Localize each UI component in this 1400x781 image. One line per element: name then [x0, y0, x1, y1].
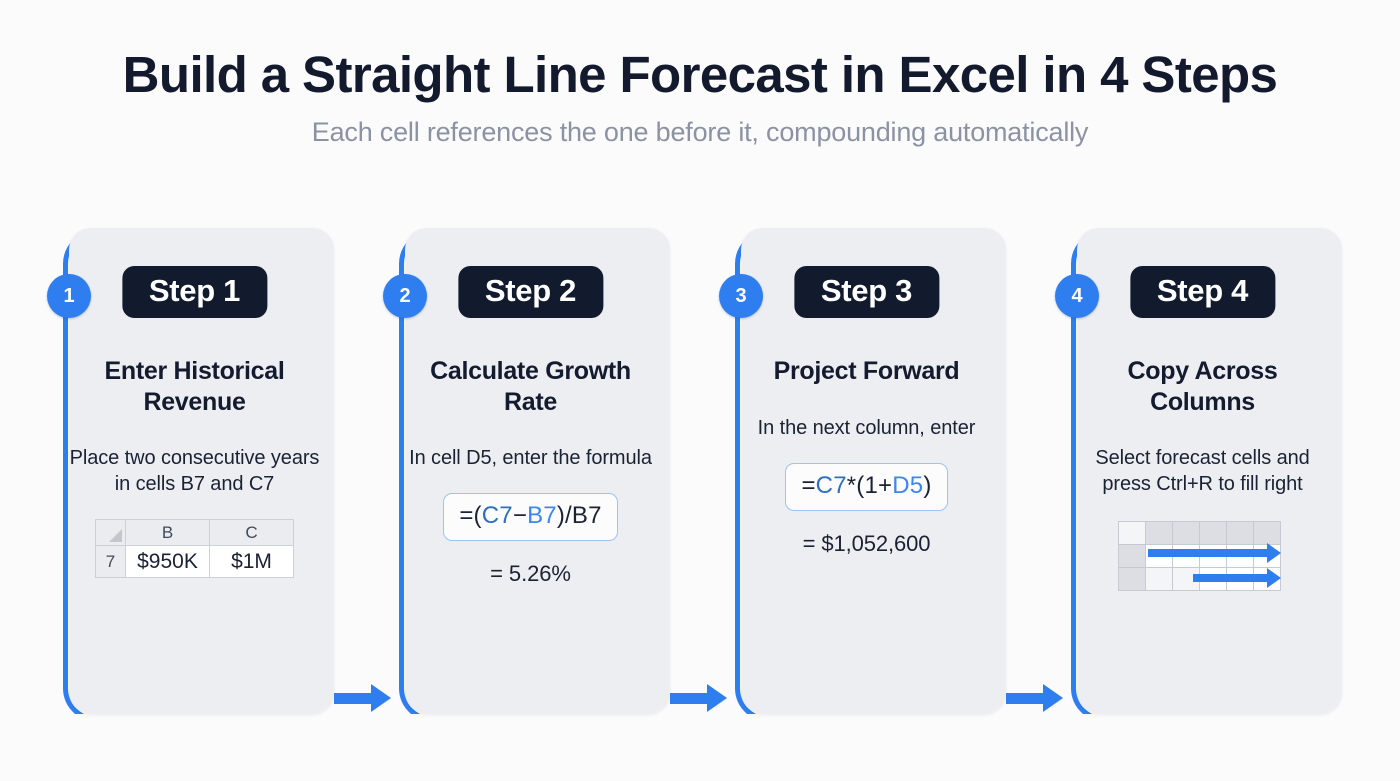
formula-prefix: =	[801, 471, 816, 499]
table-row	[1117, 521, 1281, 545]
step-description-2: In cell D5, enter the formula	[409, 447, 652, 469]
step-description-1: Place two consecutive years in cells B7 …	[69, 447, 320, 495]
step-card-2[interactable]: 2 Step 2 Calculate Growth Rate In cell D…	[383, 228, 670, 714]
page-header: Build a Straight Line Forecast in Excel …	[0, 0, 1400, 148]
spreadsheet-col-header-c: C	[209, 519, 294, 546]
step-content-3: Project Forward In the next column, ente…	[727, 356, 1006, 557]
formula-suffix: )	[923, 471, 932, 499]
step-content-4: Copy Across Columns Select forecast cell…	[1063, 356, 1342, 593]
spreadsheet-corner-icon	[95, 519, 126, 546]
formula-ref-b7: B7	[527, 502, 557, 529]
formula-ref-c7: C7	[815, 471, 847, 499]
connector-arrow-icon-2	[670, 684, 727, 712]
step-number-badge-4: 4	[1055, 274, 1099, 318]
step-heading-2: Calculate Growth Rate	[430, 357, 631, 416]
formula-operator: *(1+	[846, 471, 893, 499]
step-number-badge-3: 3	[719, 274, 763, 318]
step-card-1[interactable]: 1 Step 1 Enter Historical Revenue Place …	[47, 228, 334, 714]
fill-right-grid-icon	[1117, 521, 1288, 593]
spreadsheet-cell-c7: $1M	[209, 545, 294, 578]
step-heading-4: Copy Across Columns	[1127, 357, 1278, 416]
step-pill-3: Step 3	[793, 266, 940, 318]
connector-arrow-icon-1	[334, 684, 391, 712]
formula-chip-2: =(C7−B7)/B7	[443, 493, 618, 541]
spreadsheet-row-header: 7	[95, 545, 126, 578]
mini-spreadsheet: B C 7 $950K $1M	[95, 519, 294, 578]
step-number-badge-1: 1	[47, 274, 91, 318]
steps-container: 1 Step 1 Enter Historical Revenue Place …	[0, 228, 1400, 714]
spreadsheet-col-header-b: B	[125, 519, 210, 546]
step-card-4[interactable]: 4 Step 4 Copy Across Columns Select fore…	[1055, 228, 1342, 714]
fill-right-arrow-icon-1	[1147, 543, 1281, 563]
formula-operator: −	[512, 502, 528, 529]
page-subtitle: Each cell references the one before it, …	[311, 117, 1089, 148]
step-card-3[interactable]: 3 Step 3 Project Forward In the next col…	[719, 228, 1006, 714]
step-heading-1: Enter Historical Revenue	[104, 357, 285, 416]
step-description-3: In the next column, enter	[757, 416, 976, 439]
step-content-1: Enter Historical Revenue Place two conse…	[55, 356, 334, 578]
step-content-2: Calculate Growth Rate In cell D5, enter …	[391, 356, 670, 587]
connector-arrow-icon-3	[1006, 684, 1063, 712]
page-title: Build a Straight Line Forecast in Excel …	[122, 46, 1278, 103]
table-row: 7 $950K $1M	[95, 545, 294, 578]
formula-result-3: = $1,052,600	[802, 530, 931, 556]
formula-ref-c7: C7	[481, 502, 513, 529]
fill-right-arrow-icon-2	[1192, 568, 1281, 588]
formula-ref-d5: D5	[892, 471, 924, 499]
step-pill-1: Step 1	[121, 266, 268, 318]
step-description-4: Select forecast cells and press Ctrl+R t…	[1095, 447, 1310, 495]
formula-suffix: )/B7	[556, 502, 602, 529]
step-number-badge-2: 2	[383, 274, 427, 318]
spreadsheet-cell-b7: $950K	[125, 545, 210, 578]
formula-chip-3: =C7*(1+D5)	[785, 462, 948, 511]
step-heading-3: Project Forward	[773, 357, 960, 385]
step-pill-4: Step 4	[1129, 266, 1276, 318]
formula-result-2: = 5.26%	[490, 561, 571, 586]
formula-prefix: =(	[459, 502, 482, 529]
step-pill-2: Step 2	[457, 266, 604, 318]
